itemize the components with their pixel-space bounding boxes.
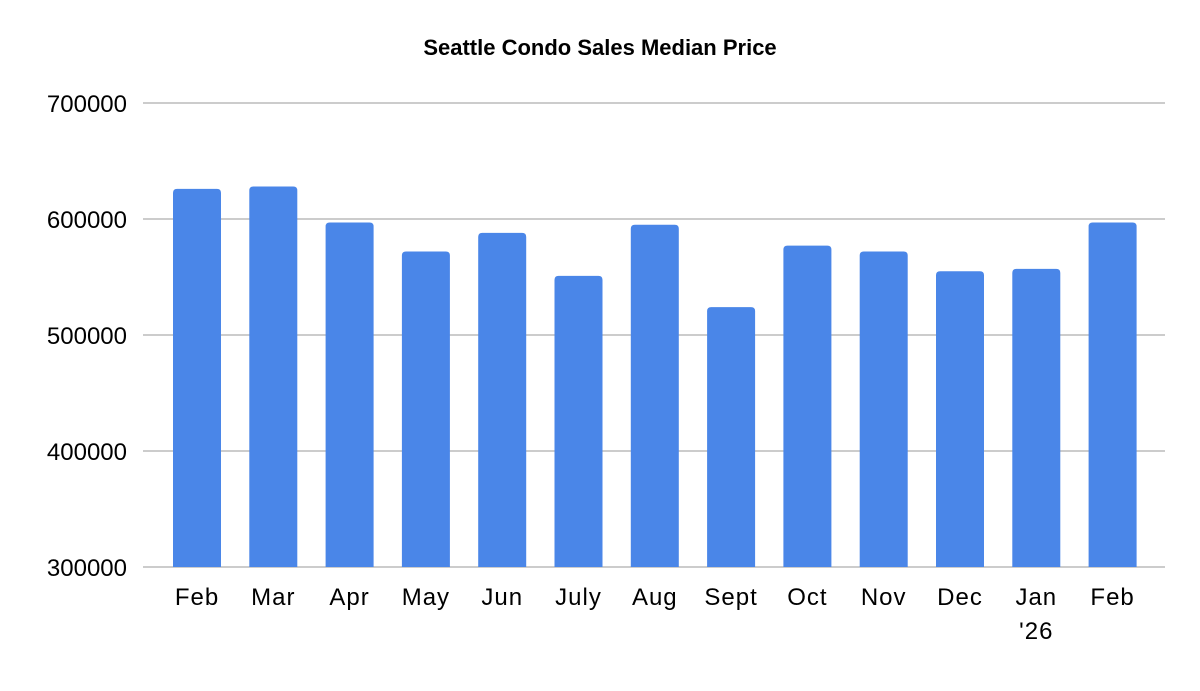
x-tick-label: Jun (481, 584, 523, 611)
bar (859, 251, 908, 568)
x-tick-label-line: Mar (251, 584, 295, 611)
bar (1012, 268, 1061, 567)
bar (783, 245, 832, 567)
x-tick-label-line: Feb (175, 584, 219, 611)
chart-title: Seattle Condo Sales Median Price (423, 35, 776, 60)
x-tick-label: Feb (175, 584, 219, 611)
x-tick-label-line: Nov (861, 584, 907, 611)
y-axis-labels: 300000 400000 500000 600000 700000 (47, 91, 127, 582)
x-tick-label-line: May (402, 584, 450, 611)
y-tick-label: 500000 (47, 323, 127, 350)
y-tick-label: 400000 (47, 439, 127, 466)
bar (554, 275, 603, 567)
bar (630, 224, 679, 568)
x-tick-label: Mar (251, 584, 295, 611)
x-tick-label-line: Jan (1015, 584, 1057, 611)
x-tick-label: Oct (787, 584, 827, 611)
y-tick-label: 700000 (47, 91, 127, 118)
x-tick-label: Dec (937, 584, 983, 611)
bar (936, 271, 984, 567)
y-tick-label: 300000 (47, 555, 127, 582)
x-tick-label-line: Aug (632, 584, 678, 611)
x-tick-label: Apr (329, 584, 369, 611)
x-tick-label-line: Oct (787, 584, 827, 611)
bar (1088, 222, 1137, 568)
bar (173, 188, 221, 567)
bar (478, 232, 527, 568)
x-tick-label: Feb (1090, 584, 1134, 611)
bar (325, 222, 374, 568)
x-tick-label-line: Apr (329, 584, 369, 611)
x-tick-label: May (402, 584, 450, 611)
x-tick-label-line: '26 (1019, 618, 1053, 645)
x-tick-label: Nov (861, 584, 907, 611)
x-tick-label-line: Feb (1090, 584, 1134, 611)
x-tick-label: Jan '26 (1015, 584, 1057, 645)
x-tick-label-line: Sept (704, 584, 757, 611)
x-tick-label: Sept (704, 584, 757, 611)
bar (401, 251, 450, 568)
x-tick-label: July (555, 584, 602, 611)
x-tick-label-line: Dec (937, 584, 983, 611)
y-tick-label: 600000 (47, 207, 127, 234)
bar (249, 186, 298, 567)
x-tick-label-line: July (555, 584, 602, 611)
bars (173, 186, 1137, 568)
x-axis-labels: Feb Mar Apr May Jun July Aug Sept Oct Nov Dec Jan '2… (175, 584, 1134, 645)
bar (707, 307, 756, 567)
x-tick-label-line: Jun (481, 584, 523, 611)
x-tick-label: Aug (632, 584, 678, 611)
